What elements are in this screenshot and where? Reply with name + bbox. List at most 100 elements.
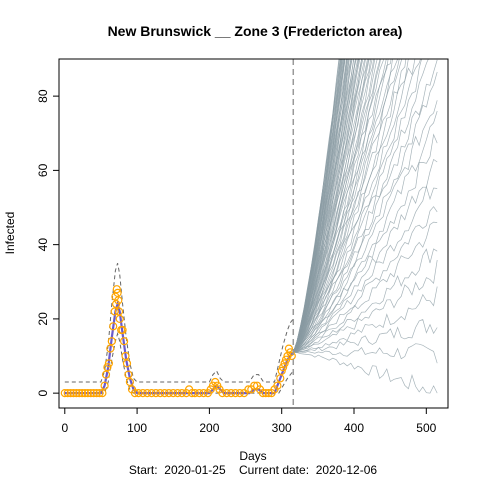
observed-point [122, 359, 132, 368]
observed-point [130, 389, 139, 398]
observed-point [60, 389, 69, 398]
projection-trajectory [293, 133, 438, 353]
projection-trajectory [293, 59, 369, 353]
projection-trajectory [292, 59, 359, 353]
projection-trajectory [293, 59, 373, 353]
observed-point [98, 389, 107, 398]
projection-trajectory [293, 59, 409, 353]
projection-trajectory [293, 59, 402, 353]
observed-point [106, 344, 115, 353]
observed-point [119, 337, 129, 346]
projection-trajectory [293, 59, 407, 353]
projection-trajectory [292, 59, 355, 353]
observed-point [83, 389, 93, 398]
observed-point [138, 389, 147, 398]
observed-point [281, 355, 291, 364]
projection-trajectory [292, 59, 350, 353]
observed-point [276, 374, 285, 383]
projection-trajectory [293, 59, 392, 353]
observed-point [160, 389, 169, 398]
y-axis: 0 20 40 60 80 [36, 89, 60, 396]
start-current-date-footer: Start: 2020-01-25 Current date: 2020-12-… [129, 463, 377, 477]
projection-trajectory [292, 59, 340, 353]
projection-trajectory [293, 59, 374, 353]
observed-point [258, 389, 267, 398]
x-tick-label: 200 [199, 421, 219, 435]
y-tick-label: 40 [36, 238, 50, 252]
observed-point [264, 389, 273, 398]
observed-point [177, 389, 186, 398]
observed-point [80, 389, 90, 398]
y-tick-label: 80 [36, 89, 50, 103]
observed-point [222, 389, 231, 398]
projection-trajectory [293, 158, 438, 353]
observed-point [110, 307, 119, 316]
projection-trajectory [293, 59, 389, 353]
projection-trajectory [293, 286, 438, 353]
observed-point [284, 344, 293, 353]
y-axis-label: Infected [3, 212, 17, 255]
observed-point [125, 377, 134, 387]
projection-trajectories [292, 59, 438, 394]
observed-point [134, 389, 143, 398]
y-tick-label: 60 [36, 163, 50, 177]
observed-point [287, 351, 296, 361]
band-lower-line [64, 331, 294, 394]
projection-trajectory [293, 59, 421, 353]
observed-point [277, 366, 286, 375]
projection-trajectory [293, 319, 438, 353]
confidence-band [64, 263, 294, 394]
projection-trajectory [293, 59, 371, 353]
observed-point [63, 389, 72, 398]
observed-point [75, 389, 84, 398]
observed-point [151, 389, 160, 398]
observed-point [100, 381, 109, 390]
projection-trajectory [293, 221, 438, 353]
observed-point [250, 381, 259, 390]
observed-point [261, 389, 270, 398]
observed-point [104, 359, 114, 368]
observed-point [173, 389, 182, 398]
x-tick-label: 100 [127, 421, 147, 435]
band-upper-line [64, 263, 294, 383]
projection-trajectory [293, 343, 438, 364]
projection-trajectory [292, 59, 345, 353]
observed-point [114, 296, 123, 305]
projection-trajectory [293, 59, 378, 353]
projection-trajectory [293, 206, 438, 353]
y-tick-label: 20 [36, 312, 50, 326]
observed-point [89, 389, 98, 398]
chart-title: New Brunswick __ Zone 3 (Fredericton are… [108, 23, 403, 39]
x-tick-label: 500 [416, 421, 436, 435]
observed-point [244, 385, 253, 394]
projection-trajectory [292, 59, 349, 353]
projection-trajectory [292, 59, 366, 353]
projection-trajectory [293, 351, 438, 394]
observed-point [195, 389, 204, 398]
projection-trajectory [293, 110, 438, 353]
observed-point [147, 389, 156, 398]
observed-point [101, 370, 111, 379]
projection-trajectory [293, 71, 438, 353]
projection-trajectory [293, 59, 400, 353]
projection-trajectory [293, 59, 393, 353]
projection-trajectory [293, 59, 381, 353]
projection-trajectory [292, 59, 346, 353]
projection-trajectory [292, 59, 353, 353]
fit-line-layer [64, 300, 295, 395]
x-tick-label: 0 [61, 421, 68, 435]
observed-point [95, 389, 104, 398]
x-axis-label: Days [239, 449, 266, 463]
observed-point [124, 370, 133, 379]
observed-point [190, 389, 199, 398]
observed-point [86, 389, 95, 398]
observed-point [121, 351, 130, 361]
projection-trajectory [292, 59, 361, 353]
projection-trajectory [292, 59, 347, 353]
observed-point [227, 389, 236, 398]
projection-trajectory [293, 59, 429, 353]
observed-point [164, 389, 173, 398]
x-axis: 0 100 200 300 400 500 [61, 407, 437, 435]
observed-point [143, 389, 152, 398]
